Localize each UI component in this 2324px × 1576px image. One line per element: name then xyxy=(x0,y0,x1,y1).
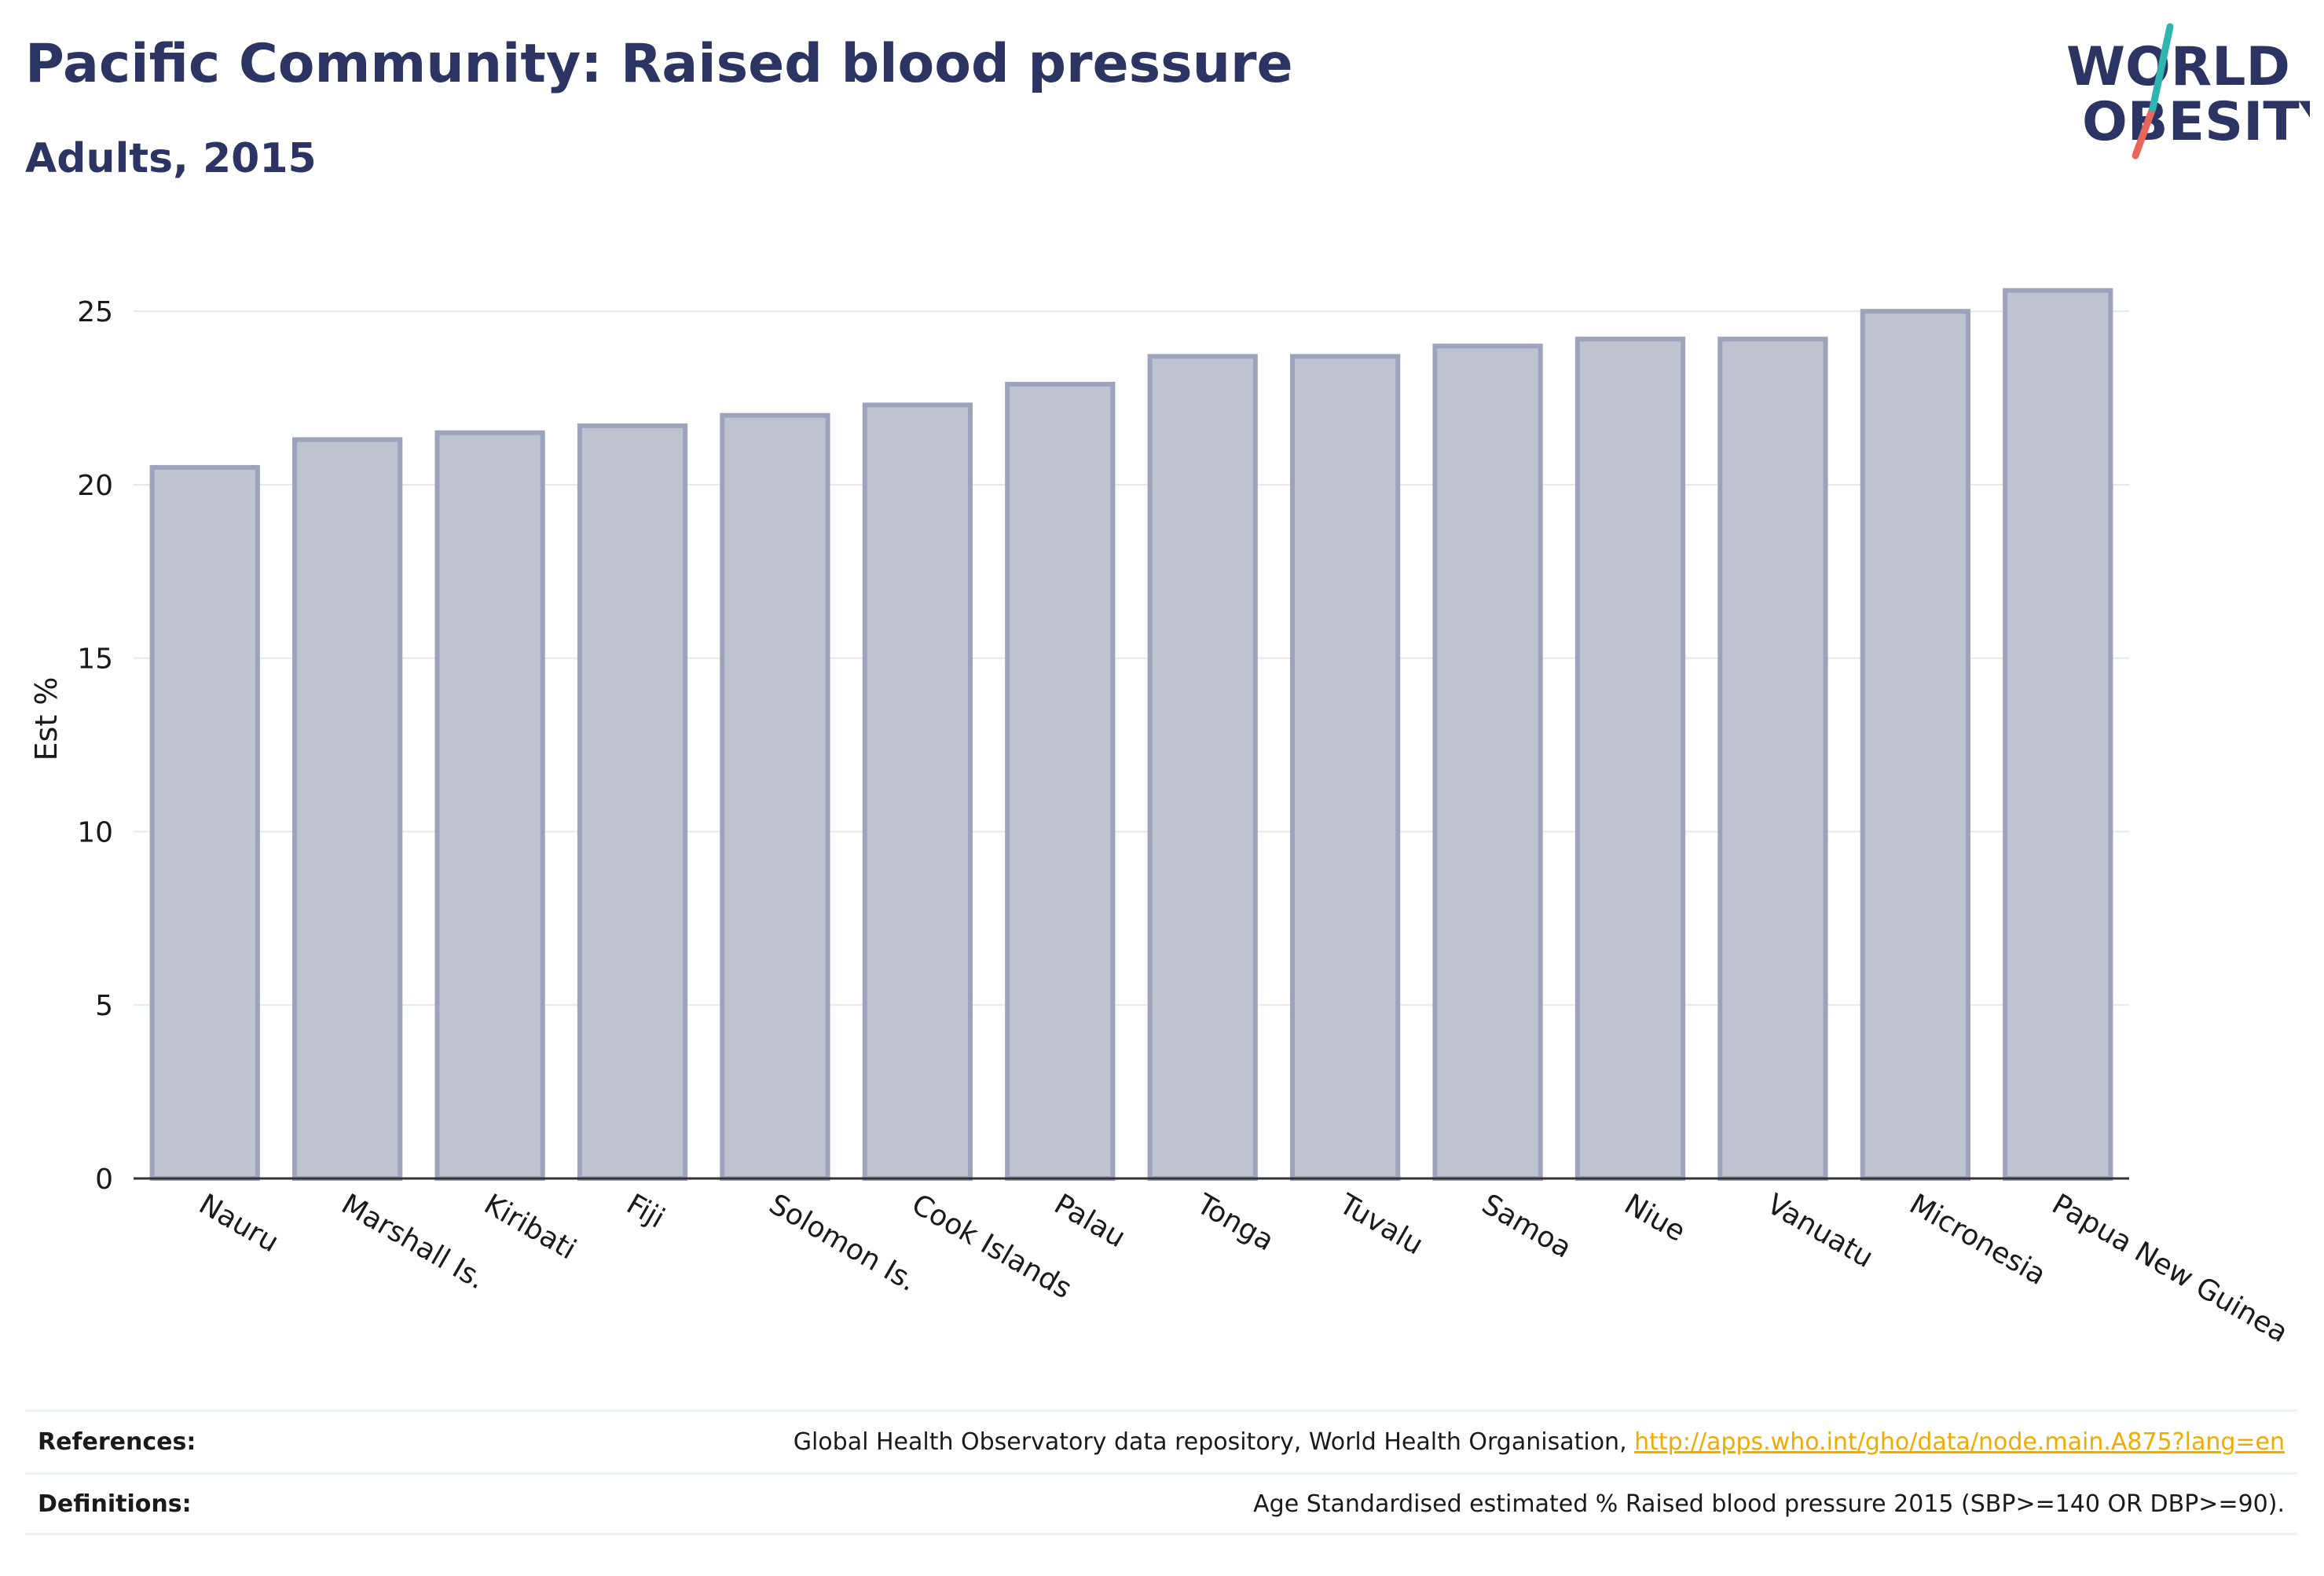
y-tick-label: 5 xyxy=(95,990,113,1022)
bar-solomon-is- xyxy=(722,416,827,1178)
x-tick-label: Marshall Is. xyxy=(336,1188,491,1296)
bar-palau xyxy=(1007,384,1113,1178)
gridlines xyxy=(134,311,2129,1005)
x-tick-label: Fiji xyxy=(621,1188,670,1235)
x-tick-label: Vanuatu xyxy=(1761,1188,1879,1274)
bar-marshall-is- xyxy=(295,440,400,1178)
x-tick-label: Samoa xyxy=(1476,1188,1577,1265)
references-link[interactable]: http://apps.who.int/gho/data/node.main.A… xyxy=(1634,1428,2285,1456)
bar-papua-new-guinea xyxy=(2005,291,2110,1178)
references-label: References: xyxy=(38,1428,196,1456)
x-tick-label: Palau xyxy=(1049,1188,1131,1254)
y-axis-label: Est % xyxy=(29,677,64,761)
bar-tuvalu xyxy=(1292,357,1398,1178)
bar-vanuatu xyxy=(1720,339,1825,1178)
bar-chart: 0 5 10 15 20 25 Nauru Marshall Is.Kiribati Fiji S… xyxy=(0,0,2324,1383)
y-tick-label: 25 xyxy=(77,296,113,328)
x-tick-label: Nauru xyxy=(193,1188,284,1259)
bar-cook-islands xyxy=(865,405,970,1178)
bar-niue xyxy=(1578,339,1683,1178)
definitions-row: Definitions: Age Standardised estimated … xyxy=(25,1472,2297,1535)
x-tick-label: Kiribati xyxy=(478,1188,581,1266)
definitions-text: Age Standardised estimated % Raised bloo… xyxy=(1253,1490,2285,1518)
x-tick-label: Tuvalu xyxy=(1333,1188,1428,1262)
references-text: Global Health Observatory data repositor… xyxy=(794,1428,2285,1456)
bar-kiribati xyxy=(437,433,542,1178)
y-tick-label: 15 xyxy=(77,643,113,676)
bar-fiji xyxy=(580,426,685,1178)
bars xyxy=(152,291,2111,1178)
x-tick-label: Solomon Is. xyxy=(764,1188,922,1298)
x-tick-label: Micronesia xyxy=(1904,1188,2051,1292)
definitions-label: Definitions: xyxy=(38,1490,192,1518)
y-tick-label: 20 xyxy=(77,470,113,502)
bar-samoa xyxy=(1435,346,1540,1178)
x-tick-label: Cook Islands xyxy=(906,1188,1076,1305)
y-tick-label: 0 xyxy=(95,1164,113,1196)
x-tick-label: Papua New Guinea xyxy=(2047,1188,2293,1349)
x-tick-label: Tonga xyxy=(1190,1188,1279,1258)
bar-tonga xyxy=(1150,357,1255,1178)
bar-nauru xyxy=(152,467,258,1178)
references-row: References: Global Health Observatory da… xyxy=(25,1409,2297,1472)
y-tick-label: 10 xyxy=(77,816,113,848)
bar-micronesia xyxy=(1863,311,1968,1178)
x-tick-label: Niue xyxy=(1619,1188,1691,1248)
